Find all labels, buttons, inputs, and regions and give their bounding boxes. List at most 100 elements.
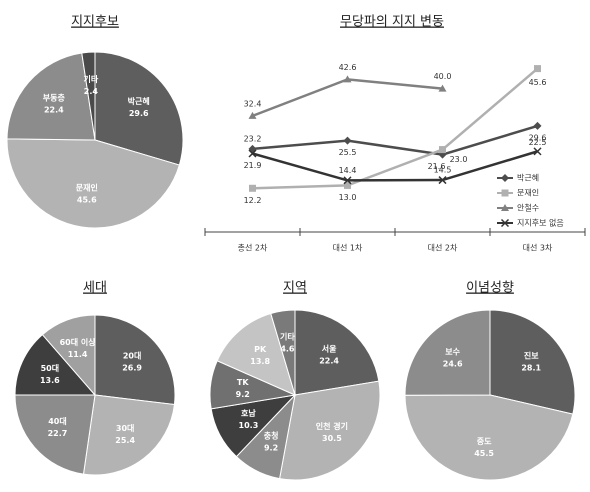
data-label: 22.5 <box>529 138 547 147</box>
slice-value: 22.7 <box>48 429 68 438</box>
slice-value: 30.5 <box>322 434 342 443</box>
slice-value: 11.4 <box>68 350 88 359</box>
slice-label: 인천 경기 <box>316 421 348 431</box>
legend-marker <box>500 218 510 228</box>
data-label: 14.4 <box>339 166 357 175</box>
slice-value: 9.2 <box>264 443 278 452</box>
slice-value: 24.6 <box>443 359 463 368</box>
slice-label: TK <box>237 378 249 387</box>
data-label: 32.4 <box>244 99 262 108</box>
pie-slice <box>404 394 574 481</box>
slice-value: 2.4 <box>84 87 99 96</box>
marker <box>439 146 446 154</box>
pie-slice <box>82 394 175 476</box>
pie-slice <box>94 314 176 406</box>
pie-slice <box>6 52 96 141</box>
chart-title: 무당파의 지지 변동 <box>340 15 444 30</box>
pie-slice <box>14 333 97 396</box>
marker <box>533 147 542 156</box>
slice-value: 45.5 <box>474 449 494 458</box>
slice-label: 중도 <box>477 437 492 446</box>
slice-label: 부동층 <box>43 93 66 103</box>
marker <box>249 184 256 192</box>
pie-slice <box>489 309 576 415</box>
slice-value: 25.4 <box>115 436 135 445</box>
slice-label: 진보 <box>524 351 539 361</box>
pie-slice <box>279 380 381 481</box>
slice-value: 13.6 <box>40 376 60 385</box>
slice-value: 45.6 <box>77 195 97 204</box>
legend-label: 박근혜 <box>517 173 539 183</box>
slice-label: 기타 <box>280 331 295 341</box>
data-label: 23.0 <box>450 155 468 164</box>
marker <box>343 136 352 145</box>
chart-title: 지지후보 <box>71 15 119 30</box>
legend-label: 안철수 <box>517 203 539 213</box>
slice-value: 13.8 <box>250 357 270 366</box>
slice-label: 호남 <box>241 408 256 418</box>
slice-label: 보수 <box>445 347 460 356</box>
series-line <box>252 124 538 156</box>
data-label: 29.6 <box>529 133 547 142</box>
slice-label: 20대 <box>123 351 142 361</box>
marker <box>248 149 257 158</box>
legend-label: 문재인 <box>517 188 539 198</box>
pie-slice <box>404 309 491 396</box>
pie-slice <box>270 309 296 396</box>
marker <box>344 181 351 189</box>
data-label: 14.5 <box>434 166 452 175</box>
chart-title: 이념성향 <box>466 281 514 296</box>
slice-label: 30대 <box>116 423 135 433</box>
marker <box>438 84 447 92</box>
marker <box>343 176 352 185</box>
chart-title: 세대 <box>83 281 107 296</box>
pie-slice <box>81 51 96 141</box>
marker <box>343 75 352 83</box>
data-label: 42.6 <box>339 63 357 72</box>
slice-value: 26.9 <box>122 364 142 373</box>
slice-value: 22.4 <box>44 106 64 115</box>
slice-label: 50대 <box>41 363 60 373</box>
slice-value: 22.4 <box>319 356 339 365</box>
slice-label: 문재인 <box>76 182 98 192</box>
series-line <box>252 67 539 190</box>
slice-label: 서울 <box>322 343 337 353</box>
pie-slice <box>41 314 96 397</box>
slice-label: 기타 <box>84 74 99 84</box>
slice-value: 4.6 <box>280 344 295 353</box>
pie-slice <box>6 138 180 229</box>
data-label: 13.0 <box>339 193 357 202</box>
slice-label: 박근혜 <box>128 96 150 106</box>
pie-slice <box>294 309 380 396</box>
pie-slice <box>216 312 296 396</box>
data-label: 23.2 <box>244 134 262 143</box>
x-tick-label: 대선 2차 <box>428 244 458 253</box>
data-label: 25.5 <box>339 148 357 157</box>
marker <box>438 176 447 185</box>
x-tick-label: 대선 3차 <box>523 244 553 253</box>
legend-marker <box>501 189 509 197</box>
legend-label: 지지후보 없음 <box>517 219 564 228</box>
legend-marker <box>501 204 509 211</box>
slice-value: 9.2 <box>236 390 250 399</box>
slice-value: 29.6 <box>129 109 149 118</box>
series-line <box>252 78 443 118</box>
slice-label: 충청 <box>264 430 279 440</box>
pie-slice <box>14 394 96 475</box>
marker <box>534 65 541 73</box>
slice-value: 28.1 <box>521 364 541 373</box>
slice-value: 10.3 <box>239 421 259 430</box>
x-tick-label: 총선 2차 <box>238 244 268 253</box>
data-label: 21.9 <box>244 161 262 170</box>
slice-label: 40대 <box>48 416 67 426</box>
pie-slice <box>94 51 184 166</box>
data-label: 45.6 <box>529 78 547 87</box>
data-label: 40.0 <box>434 72 452 81</box>
chart-title: 지역 <box>283 281 307 296</box>
data-label: 12.2 <box>244 196 262 205</box>
series-line <box>252 150 538 182</box>
x-tick-label: 대선 1차 <box>333 244 363 253</box>
slice-label: 60대 이상 <box>60 337 97 347</box>
legend-marker <box>501 174 509 182</box>
